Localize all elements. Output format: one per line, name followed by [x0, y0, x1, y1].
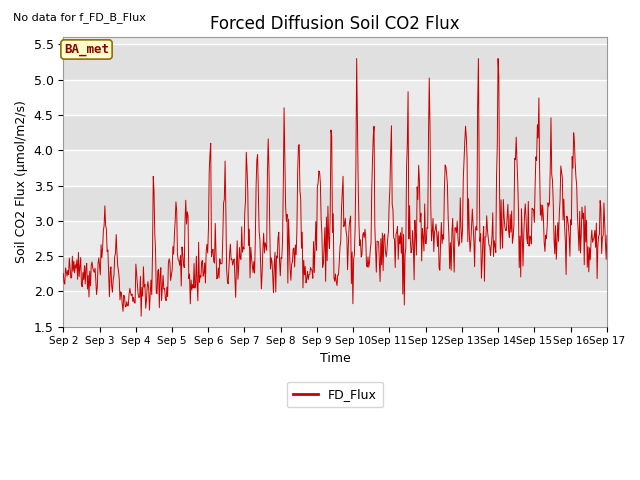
Bar	[63, 80, 607, 115]
Title: Forced Diffusion Soil CO2 Flux: Forced Diffusion Soil CO2 Flux	[211, 15, 460, 33]
Bar	[63, 291, 607, 327]
Bar	[63, 221, 607, 256]
Text: No data for f_FD_B_Flux: No data for f_FD_B_Flux	[13, 12, 146, 23]
Legend: FD_Flux: FD_Flux	[287, 382, 383, 408]
Y-axis label: Soil CO2 Flux (μmol/m2/s): Soil CO2 Flux (μmol/m2/s)	[15, 101, 28, 264]
Bar	[63, 115, 607, 150]
Text: BA_met: BA_met	[64, 43, 109, 56]
X-axis label: Time: Time	[320, 352, 351, 365]
Bar	[63, 44, 607, 80]
Bar	[63, 150, 607, 186]
Bar	[63, 186, 607, 221]
Bar	[63, 256, 607, 291]
